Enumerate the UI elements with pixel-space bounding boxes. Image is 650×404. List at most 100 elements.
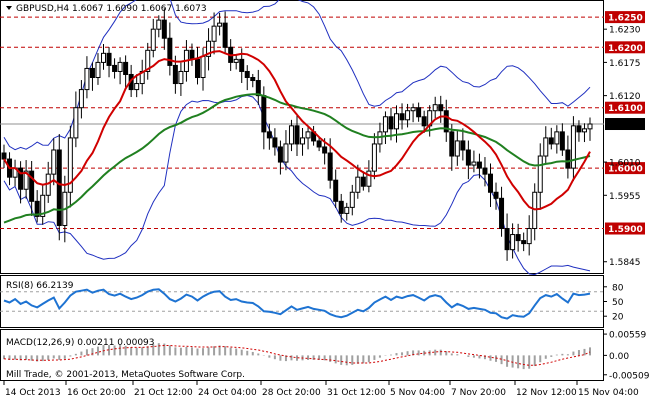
candle-body <box>89 67 95 79</box>
time-tick-label: 24 Oct 04:00 <box>198 388 257 398</box>
candle-body <box>29 170 35 202</box>
level-price-label: 1.6250 <box>608 14 643 24</box>
price-y-tick-label: 1.6120 <box>609 92 641 102</box>
time-tick-label: 12 Nov 12:00 <box>516 388 577 398</box>
candle-body <box>587 123 593 130</box>
time-tick-label: 28 Oct 20:00 <box>262 388 321 398</box>
level-price-label: 1.5900 <box>608 225 643 235</box>
candle-body <box>537 155 543 193</box>
rsi-pane[interactable]: 80 50 20 RSI(8) 66.2139 <box>0 275 624 328</box>
level-price-label: 1.6100 <box>608 104 643 114</box>
candle-body <box>333 179 339 202</box>
candle-body <box>73 107 79 139</box>
candle-body <box>515 234 521 242</box>
candle-body <box>449 131 455 157</box>
candle-body <box>277 146 283 163</box>
rsi-level-lines <box>0 291 604 312</box>
collapse-triangle-icon[interactable] <box>6 6 12 10</box>
candle-body <box>283 143 289 163</box>
time-tick-label: 21 Oct 12:00 <box>134 388 193 398</box>
candle-body <box>272 137 278 148</box>
candle-body <box>382 116 388 133</box>
candle-body <box>543 137 549 157</box>
macd-y-axis: 0.00559 0.00 -0.00509 <box>604 331 650 381</box>
candle-body <box>150 28 156 51</box>
candle-body <box>194 58 200 79</box>
candle-body <box>565 149 571 169</box>
level-price-box <box>605 222 645 235</box>
candle-body <box>487 173 493 193</box>
candle-body <box>471 161 477 166</box>
macd-pane-frame <box>0 329 604 381</box>
ma-fast-line <box>3 50 591 211</box>
price-y-tick-label: 1.6230 <box>609 26 641 36</box>
time-tick-label: 31 Oct 12:00 <box>327 388 386 398</box>
time-tick-label: 14 Oct 2013 <box>5 388 61 398</box>
candle-body <box>156 19 162 30</box>
candle-body <box>443 110 449 133</box>
candle-body <box>288 125 294 145</box>
time-axis: 14 Oct 2013 16 Oct 20:00 21 Oct 12:00 24 Oc… <box>3 381 639 398</box>
candle-body <box>344 206 350 214</box>
candle-body <box>438 104 444 112</box>
candle-body <box>460 140 466 151</box>
price-y-tick-label: 1.5955 <box>609 192 641 202</box>
candle-body <box>510 234 516 251</box>
candle-body <box>476 161 482 169</box>
price-pane[interactable]: 1.6250 1.6200 1.6100 1.6000 1.5900 1.6230 1.61… <box>0 0 645 276</box>
candle-body <box>211 25 217 42</box>
candle-body <box>394 113 400 130</box>
candle-body <box>123 61 129 75</box>
candle-body <box>239 58 245 72</box>
time-tick-label: 16 Oct 20:00 <box>67 388 126 398</box>
candle-body <box>570 125 576 169</box>
candle-body <box>189 49 195 60</box>
candle-body <box>581 128 587 133</box>
level-price-box <box>605 101 645 114</box>
candle-body <box>23 170 29 190</box>
candle-body <box>526 228 532 245</box>
time-tick-label: 15 Nov 04:00 <box>578 388 639 398</box>
rsi-y-tick-label: 50 <box>612 298 624 308</box>
bollinger-bands <box>3 0 591 276</box>
symbol-header: GBPUSD,H4 1.6067 1.6090 1.6067 1.6073 <box>6 4 207 14</box>
candle-body <box>388 116 394 130</box>
candle-body <box>327 152 333 181</box>
macd-histogram <box>3 343 591 370</box>
candle-body <box>1 152 7 160</box>
candle-body <box>559 131 565 151</box>
candle-body <box>18 167 24 190</box>
candle-body <box>233 58 239 63</box>
rsi-y-axis: 80 50 20 <box>604 283 624 323</box>
candle-body <box>255 80 261 97</box>
candle-body <box>172 64 178 85</box>
candle-body <box>504 228 510 251</box>
candle-body <box>499 197 505 230</box>
rsi-line <box>3 288 591 320</box>
macd-label: MACD(12,26,9) 0.00211 0.00093 <box>6 338 155 348</box>
candle-body <box>322 146 328 154</box>
candle-body <box>40 194 46 217</box>
rsi-label: RSI(8) 66.2139 <box>6 281 74 291</box>
level-price-box <box>605 11 645 24</box>
macd-pane[interactable]: 0.00559 0.00 -0.00509 MACD(12,26,9) 0.0021… <box>0 329 650 382</box>
candle-body <box>134 83 140 91</box>
candle-body <box>421 116 427 127</box>
candle-body <box>305 131 311 139</box>
candle-body <box>56 149 62 226</box>
candle-body <box>349 191 355 208</box>
candle-body <box>399 113 405 121</box>
candle-body <box>167 37 173 66</box>
candle-body <box>521 240 527 245</box>
candle-body <box>371 143 377 172</box>
candle-body <box>482 167 488 175</box>
candle-body <box>67 137 73 193</box>
candle-body <box>178 70 184 85</box>
candle-body <box>554 131 560 145</box>
candle-body <box>112 64 118 72</box>
price-pane-frame <box>0 0 604 274</box>
price-y-tick-label: 1.6175 <box>609 59 641 69</box>
